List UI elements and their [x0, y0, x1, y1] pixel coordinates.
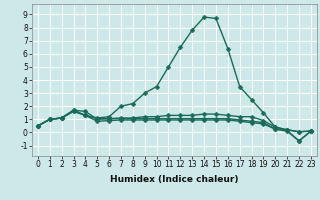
X-axis label: Humidex (Indice chaleur): Humidex (Indice chaleur): [110, 175, 239, 184]
